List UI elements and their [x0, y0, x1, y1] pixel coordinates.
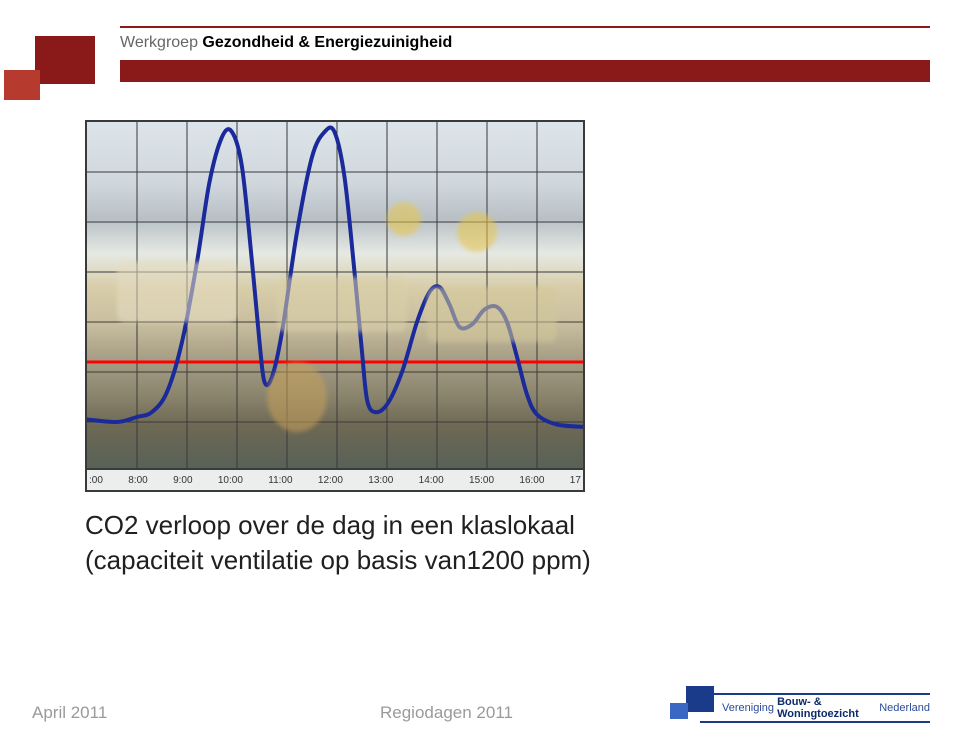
header-rule-top — [120, 26, 930, 28]
slide-header: Werkgroep Gezondheid & Energiezuinigheid — [0, 26, 960, 84]
xaxis-tick: 10:00 — [218, 475, 243, 486]
photo-blob — [457, 212, 497, 252]
footer-event: Regiodagen 2011 — [380, 703, 513, 723]
header-title: Werkgroep Gezondheid & Energiezuinigheid — [120, 34, 452, 52]
header-bar — [120, 60, 930, 82]
xaxis-tick: 12:00 — [318, 475, 343, 486]
xaxis-tick: 9:00 — [173, 475, 192, 486]
footer-logo-bold: Bouw- & Woningtoezicht — [777, 696, 876, 720]
chart-caption: CO2 verloop over de dag in een klaslokaa… — [85, 508, 645, 578]
xaxis-tick: 17 — [570, 475, 581, 486]
footer-logo: Vereniging Bouw- & Woningtoezicht Nederl… — [670, 681, 930, 731]
photo-blob — [117, 262, 237, 322]
footer-logo-tail: Nederland — [879, 702, 930, 714]
photo-blob — [267, 362, 327, 432]
footer-date: April 2011 — [32, 703, 107, 723]
footer-logo-light: Vereniging — [722, 702, 774, 714]
header-logo-block-2 — [4, 70, 40, 100]
photo-blob — [277, 277, 407, 332]
header-logo-block-1 — [35, 36, 95, 84]
xaxis-tick: 8:00 — [128, 475, 147, 486]
header-org-light: Werkgroep — [120, 34, 198, 51]
caption-line-2: (capaciteit ventilatie op basis van1200 … — [85, 543, 645, 578]
footer-logo-block-1 — [686, 686, 714, 712]
photo-blob — [387, 202, 421, 236]
xaxis-tick: :00 — [89, 475, 103, 486]
xaxis-tick: 11:00 — [268, 475, 292, 486]
photo-blob — [427, 287, 557, 342]
header-org-bold: Gezondheid & Energiezuinigheid — [202, 34, 452, 51]
xaxis-tick: 16:00 — [519, 475, 544, 486]
chart-xaxis: :00 8:00 9:00 10:00 11:00 12:00 13:00 14:00 15:0… — [85, 470, 585, 492]
footer-logo-block-2 — [670, 703, 688, 719]
caption-line-1: CO2 verloop over de dag in een klaslokaa… — [85, 508, 645, 543]
xaxis-tick: 14:00 — [419, 475, 444, 486]
xaxis-tick: 13:00 — [368, 475, 393, 486]
co2-chart — [85, 120, 585, 470]
xaxis-tick: 15:00 — [469, 475, 494, 486]
footer-logo-text: Vereniging Bouw- & Woningtoezicht Nederl… — [700, 693, 930, 723]
